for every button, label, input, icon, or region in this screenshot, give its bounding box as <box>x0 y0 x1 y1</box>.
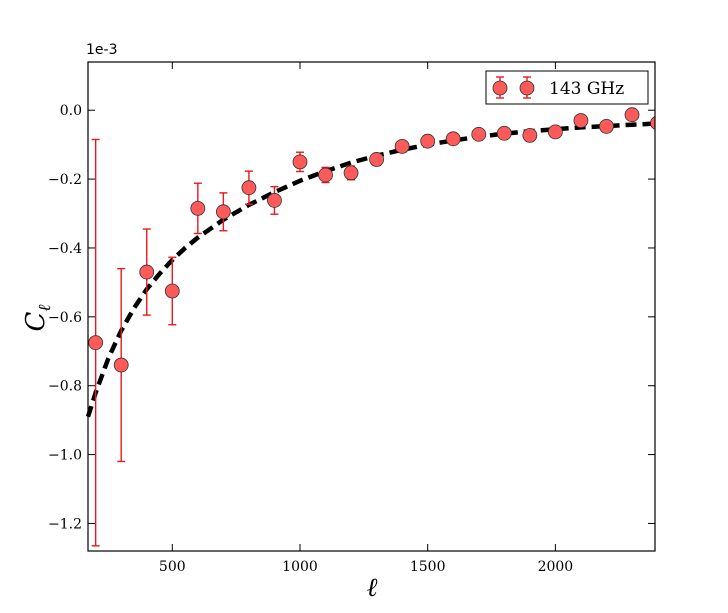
marker <box>650 116 655 130</box>
data-point <box>624 107 640 123</box>
y-axis-label-main: C <box>21 312 51 332</box>
data-point <box>599 118 614 134</box>
marker <box>267 193 282 208</box>
x-tick-label: 1500 <box>410 559 446 575</box>
marker <box>369 152 385 167</box>
marker <box>573 113 589 128</box>
data-point <box>292 151 308 173</box>
data-point <box>650 116 655 130</box>
data-point <box>369 152 385 167</box>
model-curve <box>85 121 656 418</box>
y-tick-label: −1.0 <box>48 448 82 464</box>
marker <box>241 180 257 196</box>
plot-frame <box>87 61 656 552</box>
data-point <box>547 124 563 140</box>
data-point <box>215 192 231 232</box>
x-tick-label: 500 <box>159 559 186 575</box>
data-point <box>343 165 359 181</box>
marker <box>522 127 538 143</box>
marker <box>471 126 487 142</box>
data-point <box>394 138 410 154</box>
marker <box>394 138 410 154</box>
axis-ticks: 500 1000 1500 2000 0.0 −0.2 −0.4 −0.6 −0.8 −1.0 −1… <box>48 62 655 575</box>
marker <box>599 118 614 134</box>
data-point <box>573 113 589 128</box>
marker <box>164 283 180 299</box>
data-point <box>113 267 129 463</box>
data-point <box>420 133 436 149</box>
data-point <box>164 256 180 326</box>
y-tick-label: −0.2 <box>48 172 82 188</box>
data-point <box>522 127 538 143</box>
marker <box>445 131 461 147</box>
legend-box <box>485 70 649 105</box>
marker <box>139 264 155 280</box>
model-curve-layer <box>85 121 656 418</box>
marker <box>113 357 129 373</box>
svg-text:Cℓ: Cℓ <box>21 305 55 332</box>
marker <box>624 107 640 123</box>
data-point <box>190 182 206 235</box>
marker <box>496 125 512 141</box>
data-point <box>471 126 487 142</box>
y-tick-label: −0.8 <box>48 379 82 395</box>
marker <box>292 154 308 170</box>
marker <box>190 200 206 216</box>
y-axis-label-sub: ℓ <box>35 305 55 312</box>
y-tick-label: −0.4 <box>48 241 82 257</box>
marker <box>547 124 563 140</box>
x-tick-label: 1000 <box>282 559 318 575</box>
data-point <box>241 170 257 205</box>
y-tick-label: −1.2 <box>48 516 82 532</box>
marker <box>420 133 436 149</box>
data-points-layer <box>88 107 655 547</box>
legend-marker <box>492 76 535 99</box>
data-point <box>318 166 333 184</box>
marker <box>215 204 231 220</box>
y-offset-label: 1e-3 <box>86 42 117 58</box>
marker <box>88 335 104 351</box>
y-tick-label: −0.6 <box>48 310 82 326</box>
x-axis-label: ℓ <box>367 573 378 603</box>
data-point <box>139 228 155 316</box>
data-point <box>496 125 512 141</box>
y-tick-label: 0.0 <box>60 103 82 119</box>
data-point <box>445 131 461 147</box>
data-point <box>88 138 104 547</box>
y-axis-label: Cℓ <box>21 305 55 332</box>
marker <box>343 165 359 181</box>
x-tick-label: 2000 <box>538 559 574 575</box>
data-point <box>267 185 282 215</box>
legend-label: 143 GHz <box>549 79 624 99</box>
marker <box>318 167 333 183</box>
legend: 143 GHz <box>485 70 649 105</box>
